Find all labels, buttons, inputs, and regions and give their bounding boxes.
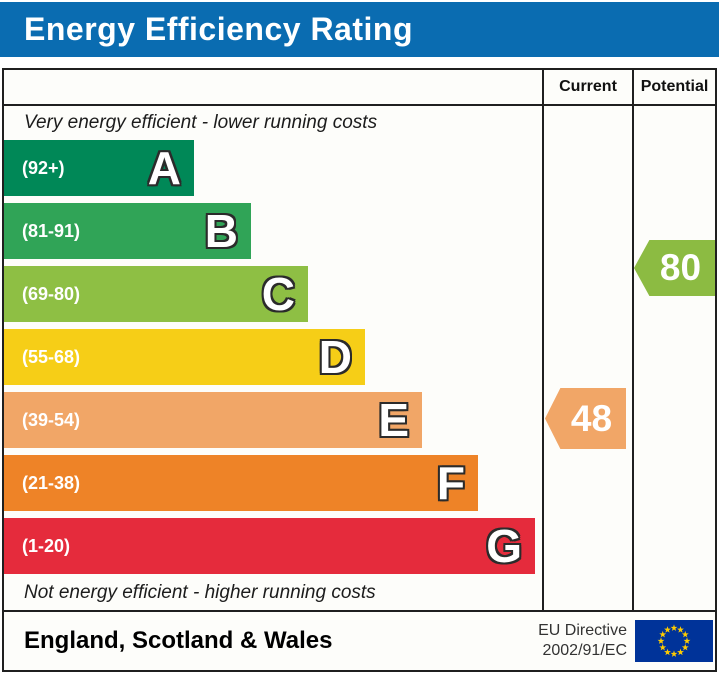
top-note: Very energy efficient - lower running co… [24,112,378,133]
rating-bands: (92+) A (81-91) B (69-80) C (55-68) D (3… [4,140,542,574]
potential-rating-value: 80 [659,247,702,288]
current-column-cell [542,106,632,610]
table-body-row: Very energy efficient - lower running co… [4,106,715,612]
current-rating-value: 48 [570,397,613,439]
band-range: (1-20) [22,535,71,556]
current-rating-arrow: 48 [545,388,626,449]
band-range: (21-38) [22,472,81,493]
potential-column-header: Potential [632,70,715,104]
band-c: (69-80) C [4,266,308,322]
band-range: (69-80) [22,283,81,304]
band-range: (92+) [22,157,65,178]
band-d: (55-68) D [4,329,365,385]
eu-directive-line2: 2002/91/EC [542,642,627,659]
footer-right: EU Directive 2002/91/EC [538,620,715,662]
header-spacer [4,70,542,104]
band-e: (39-54) E [4,392,422,448]
table-header-row: Current Potential [4,70,715,106]
page-title: Energy Efficiency Rating [24,11,413,47]
eu-directive-line1: EU Directive [538,622,627,639]
band-f: (21-38) F [4,455,478,511]
band-range: (81-91) [22,220,81,241]
rating-chart: Very energy efficient - lower running co… [4,106,542,610]
energy-rating-table: Current Potential Very energy efficient … [2,68,717,672]
eu-flag-icon [635,620,713,662]
eu-directive-label: EU Directive 2002/91/EC [538,621,627,661]
potential-rating-arrow: 80 [634,240,715,296]
band-g: (1-20) G [4,518,535,574]
band-letter: G [486,520,522,572]
band-letter: D [318,331,352,383]
bottom-note: Not energy efficient - higher running co… [24,582,376,603]
current-column-header: Current [542,70,632,104]
band-range: (39-54) [22,409,81,430]
band-letter: E [378,394,409,446]
band-letter: A [147,142,181,194]
table-footer-row: England, Scotland & Wales EU Directive 2… [4,612,715,670]
region-label: England, Scotland & Wales [24,627,333,654]
band-range: (55-68) [22,346,81,367]
potential-column-cell [632,106,715,610]
band-letter: F [436,457,465,509]
band-letter: B [204,205,238,257]
title-bar: Energy Efficiency Rating [0,2,719,57]
band-b: (81-91) B [4,203,251,259]
band-letter: C [261,268,295,320]
band-a: (92+) A [4,140,194,196]
